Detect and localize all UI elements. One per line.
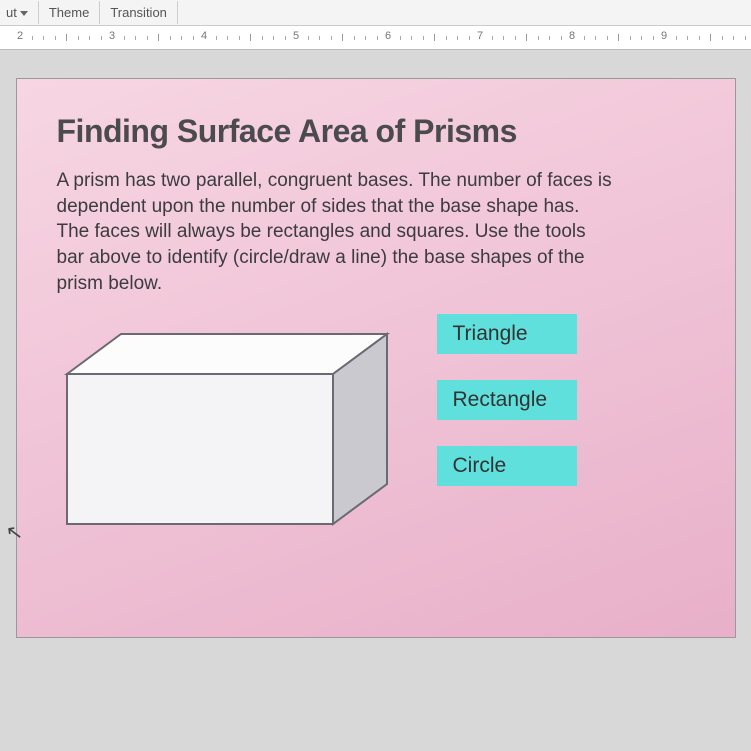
- ruler-tick-mark: [319, 36, 320, 40]
- ruler-tick-mark: [469, 36, 470, 40]
- ruler-tick-mark: [158, 34, 159, 41]
- ruler-tick-mark: [710, 34, 711, 41]
- ruler-tick-mark: [342, 34, 343, 41]
- ruler-tick-mark: [66, 34, 67, 41]
- toolbar-cut-label: ut: [6, 5, 17, 20]
- prism-svg: [57, 324, 397, 534]
- ruler-number: 9: [661, 30, 667, 42]
- ruler-tick-mark: [584, 36, 585, 40]
- toolbar-transition-label: Transition: [110, 5, 167, 20]
- ruler-tick-mark: [515, 36, 516, 40]
- ruler-number: 7: [477, 30, 483, 42]
- ruler-tick-mark: [595, 36, 596, 40]
- ruler-tick-mark: [78, 36, 79, 40]
- ruler-tick-mark: [124, 36, 125, 40]
- ruler-tick-mark: [147, 36, 148, 40]
- ruler-number: 3: [109, 30, 115, 42]
- ruler-tick-mark: [135, 36, 136, 40]
- ruler-tick-mark: [308, 36, 309, 40]
- ruler-tick-mark: [101, 36, 102, 40]
- app-toolbar: ut Theme Transition: [0, 0, 751, 26]
- slide-content-row: Triangle Rectangle Circle: [57, 318, 695, 534]
- ruler-tick-mark: [538, 36, 539, 40]
- ruler-tick-mark: [492, 36, 493, 40]
- ruler-tick-mark: [285, 36, 286, 40]
- ruler-tick-mark: [446, 36, 447, 40]
- ruler-tick-mark: [354, 36, 355, 40]
- canvas-area: Finding Surface Area of Prisms A prism h…: [0, 50, 751, 638]
- ruler-number: 6: [385, 30, 391, 42]
- prism-top-face: [67, 334, 387, 374]
- ruler-tick-mark: [699, 36, 700, 40]
- ruler-tick-mark: [273, 36, 274, 40]
- ruler-tick-mark: [733, 36, 734, 40]
- shape-options: Triangle Rectangle Circle: [437, 314, 577, 486]
- ruler-tick-mark: [262, 36, 263, 40]
- ruler-tick-mark: [423, 36, 424, 40]
- cursor-icon: ↖: [4, 519, 24, 546]
- ruler-tick-mark: [181, 36, 182, 40]
- ruler-number: 4: [201, 30, 207, 42]
- toolbar-theme[interactable]: Theme: [39, 1, 100, 24]
- toolbar-theme-label: Theme: [49, 5, 89, 20]
- slide[interactable]: Finding Surface Area of Prisms A prism h…: [16, 78, 736, 638]
- chevron-down-icon: [20, 11, 28, 16]
- ruler-tick-mark: [653, 36, 654, 40]
- ruler-tick-mark: [89, 36, 90, 40]
- ruler-tick-mark: [630, 36, 631, 40]
- ruler-tick-mark: [32, 36, 33, 40]
- ruler-number: 5: [293, 30, 299, 42]
- horizontal-ruler: 2 3 4 5 6 7 8 9: [0, 26, 751, 50]
- ruler-tick-mark: [250, 34, 251, 41]
- prism-front-face: [67, 374, 333, 524]
- toolbar-cut[interactable]: ut: [4, 1, 39, 24]
- ruler-tick-mark: [400, 36, 401, 40]
- ruler-tick-mark: [170, 36, 171, 40]
- ruler-tick-mark: [745, 36, 746, 40]
- ruler-tick-mark: [216, 36, 217, 40]
- toolbar-transition[interactable]: Transition: [100, 1, 178, 24]
- slide-body: A prism has two parallel, congruent base…: [57, 168, 617, 296]
- ruler-number: 8: [569, 30, 575, 42]
- slide-title: Finding Surface Area of Prisms: [57, 113, 695, 150]
- ruler-tick-mark: [503, 36, 504, 40]
- ruler-tick-mark: [411, 36, 412, 40]
- ruler-tick-mark: [561, 36, 562, 40]
- ruler-tick-mark: [549, 36, 550, 40]
- ruler-tick-mark: [676, 36, 677, 40]
- ruler-tick-mark: [526, 34, 527, 41]
- ruler-tick-mark: [722, 36, 723, 40]
- ruler-tick-mark: [365, 36, 366, 40]
- ruler-tick-mark: [43, 36, 44, 40]
- ruler-tick-mark: [457, 36, 458, 40]
- option-triangle[interactable]: Triangle: [437, 314, 577, 354]
- ruler-tick-mark: [239, 36, 240, 40]
- ruler-tick-mark: [55, 36, 56, 40]
- ruler-number: 2: [17, 30, 23, 42]
- ruler-tick-mark: [434, 34, 435, 41]
- ruler-tick-mark: [331, 36, 332, 40]
- ruler-tick-mark: [641, 36, 642, 40]
- ruler-tick-mark: [687, 36, 688, 40]
- ruler-tick-mark: [607, 36, 608, 40]
- ruler-tick-mark: [618, 34, 619, 41]
- option-rectangle[interactable]: Rectangle: [437, 380, 577, 420]
- ruler-tick-mark: [377, 36, 378, 40]
- option-circle[interactable]: Circle: [437, 446, 577, 486]
- ruler-tick-mark: [193, 36, 194, 40]
- ruler-tick-mark: [227, 36, 228, 40]
- prism-diagram: [57, 324, 397, 534]
